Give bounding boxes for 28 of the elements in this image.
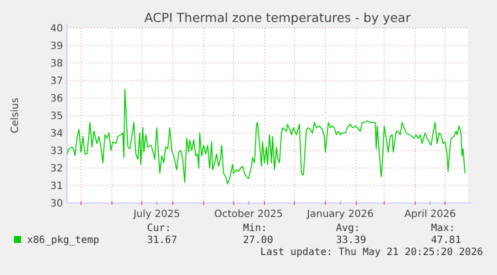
text: 31.67: [147, 235, 178, 246]
x-tick-label: October 2025: [214, 209, 283, 220]
y-tick-label: 35: [50, 111, 63, 122]
y-tick-label: 36: [50, 94, 63, 104]
text: 33.39: [336, 235, 366, 246]
text: Last update: Thu May 21 20:25:20 2026: [260, 247, 483, 258]
text: Avg:: [336, 223, 360, 234]
y-tick-label: 34: [50, 128, 63, 140]
y-axis-title: Celsius: [10, 98, 21, 134]
chart-title: ACPI Thermal zone temperatures - by year: [144, 10, 412, 25]
x-tick-label: April 2026: [404, 209, 456, 220]
text: 27.00: [243, 235, 274, 246]
text: 47.81: [431, 235, 462, 246]
text: Cur:: [147, 223, 172, 234]
text: Max:: [431, 223, 456, 234]
y-tick-label: 32: [50, 164, 63, 174]
x-tick-label: July 2025: [132, 209, 180, 220]
y-tick-label: 30: [50, 198, 63, 210]
y-tick-label: 37: [50, 76, 63, 87]
y-tick-label: 39: [50, 41, 63, 52]
legend-label: x86_pkg_temp: [27, 235, 100, 246]
y-tick-label: 33: [50, 146, 63, 157]
y-tick-label: 40: [50, 24, 63, 34]
line-series: [66, 88, 466, 184]
y-tick-label: 38: [50, 58, 63, 70]
x-tick-label: January 2026: [306, 209, 374, 220]
text: Min:: [243, 223, 268, 234]
y-tick-label: 31: [50, 181, 63, 192]
